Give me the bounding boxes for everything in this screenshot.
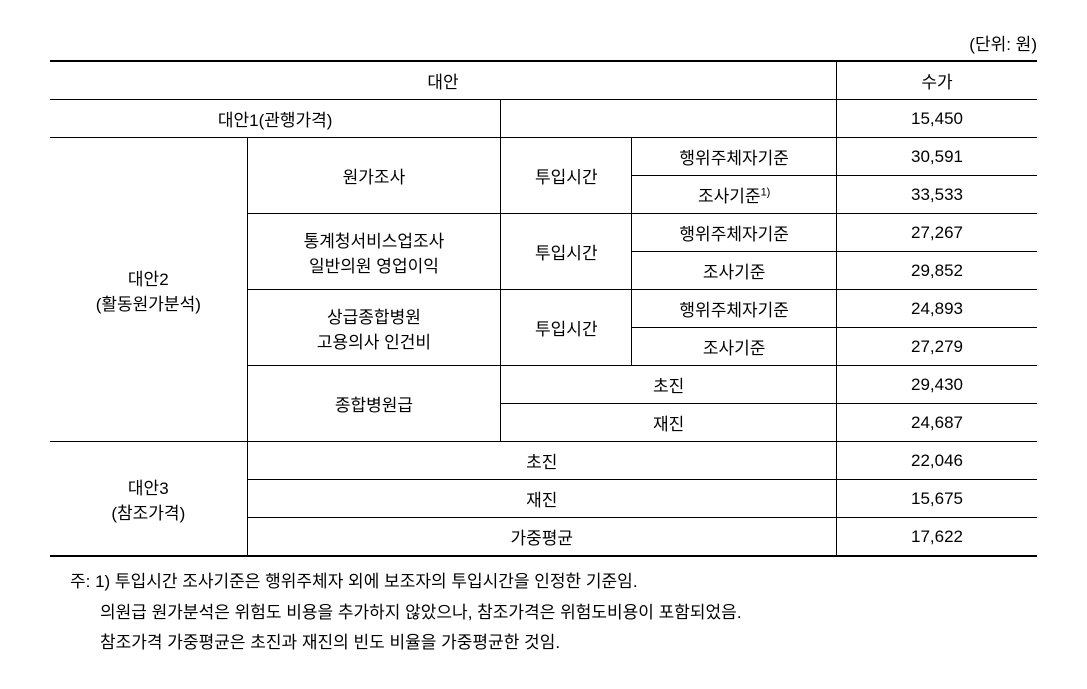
- general-crit2: 재진: [501, 404, 837, 442]
- alt3-line1: 대안3: [128, 479, 169, 498]
- senior-val2: 27,279: [837, 328, 1038, 366]
- general-hospital-label: 종합병원급: [247, 366, 501, 442]
- stat-val1: 27,267: [837, 214, 1038, 252]
- cost-survey-val1: 30,591: [837, 138, 1038, 176]
- footnote-block: 주: 1) 투입시간 조사기준은 행위주체자 외에 보조자의 투입시간을 인정한…: [50, 567, 1037, 659]
- alt1-value: 15,450: [837, 100, 1038, 138]
- general-val1: 29,430: [837, 366, 1038, 404]
- footnote-3: 참조가격 가중평균은 초진과 재진의 빈도 비율을 가중평균한 것임.: [70, 628, 1037, 659]
- table-row: 대안3 (참조가격) 초진 22,046: [50, 442, 1037, 480]
- senior-crit2: 조사기준: [632, 328, 837, 366]
- alt3-val1: 22,046: [837, 442, 1038, 480]
- price-table: 대안 수가 대안1(관행가격) 15,450 대안2 (활동원가분석) 원가조사…: [50, 60, 1037, 557]
- footnote-2: 의원급 원가분석은 위험도 비용을 추가하지 않았으나, 참조가격은 위험도비용…: [70, 598, 1037, 629]
- alt2-label-line2: (활동원가분석): [96, 295, 201, 314]
- header-price: 수가: [837, 61, 1038, 100]
- alt2-label: 대안2 (활동원가분석): [50, 138, 247, 442]
- stat-line2: 일반의원 영업이익: [309, 257, 439, 276]
- senior-val1: 24,893: [837, 290, 1038, 328]
- header-alternative: 대안: [50, 61, 837, 100]
- senior-line2: 고용의사 인건비: [317, 333, 431, 352]
- alt3-val3: 17,622: [837, 518, 1038, 557]
- stat-crit2: 조사기준: [632, 252, 837, 290]
- crit-sup: 1): [761, 186, 771, 198]
- cost-survey-label: 원가조사: [247, 138, 501, 214]
- cost-survey-val2: 33,533: [837, 176, 1038, 214]
- alt1-label: 대안1(관행가격): [50, 100, 501, 138]
- alt3-val2: 15,675: [837, 480, 1038, 518]
- general-crit1: 초진: [501, 366, 837, 404]
- stat-crit1: 행위주체자기준: [632, 214, 837, 252]
- cost-survey-time: 투입시간: [501, 138, 632, 214]
- table-header-row: 대안 수가: [50, 61, 1037, 100]
- stat-service-label: 통계청서비스업조사 일반의원 영업이익: [247, 214, 501, 290]
- unit-label: (단위: 원): [50, 30, 1037, 55]
- crit-text: 조사기준: [698, 187, 761, 206]
- cost-survey-crit1: 행위주체자기준: [632, 138, 837, 176]
- alt1-spacer: [501, 100, 837, 138]
- senior-hospital-label: 상급종합병원 고용의사 인건비: [247, 290, 501, 366]
- senior-line1: 상급종합병원: [327, 308, 421, 327]
- alt3-crit3: 가중평균: [247, 518, 836, 557]
- alt3-label: 대안3 (참조가격): [50, 442, 247, 557]
- alt3-line2: (참조가격): [111, 504, 185, 523]
- footnote-1: 주: 1) 투입시간 조사기준은 행위주체자 외에 보조자의 투입시간을 인정한…: [70, 567, 1037, 598]
- senior-hospital-time: 투입시간: [501, 290, 632, 366]
- general-val2: 24,687: [837, 404, 1038, 442]
- cost-survey-crit2: 조사기준1): [632, 176, 837, 214]
- senior-crit1: 행위주체자기준: [632, 290, 837, 328]
- stat-line1: 통계청서비스업조사: [304, 232, 445, 251]
- alt3-crit2: 재진: [247, 480, 836, 518]
- stat-service-time: 투입시간: [501, 214, 632, 290]
- alt2-label-line1: 대안2: [128, 270, 169, 289]
- stat-val2: 29,852: [837, 252, 1038, 290]
- alt3-crit1: 초진: [247, 442, 836, 480]
- alt1-row: 대안1(관행가격) 15,450: [50, 100, 1037, 138]
- table-row: 대안2 (활동원가분석) 원가조사 투입시간 행위주체자기준 30,591: [50, 138, 1037, 176]
